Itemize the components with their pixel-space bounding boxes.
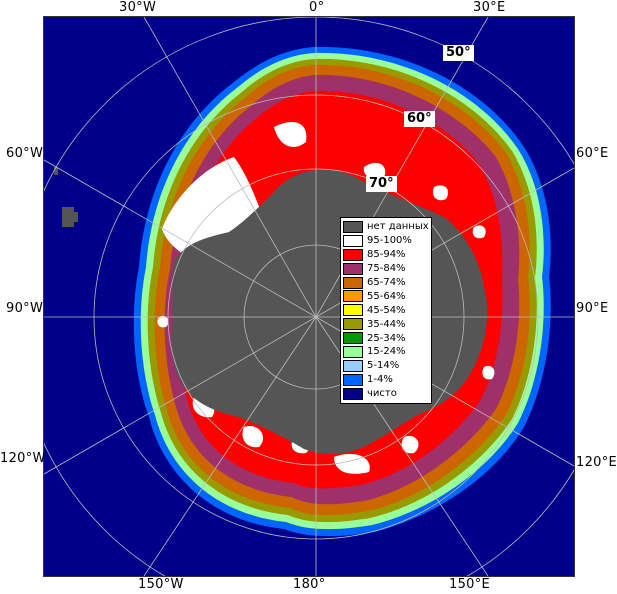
lat-label-70: 70° [366,176,397,192]
legend-swatch [343,304,363,317]
legend-label: 75-84% [367,263,406,275]
legend-item: нет данных [343,220,429,234]
legend-item: 35-44% [343,317,429,331]
lat-label-50: 50° [443,45,474,61]
lon-label-150w: 150°W [138,577,184,592]
lon-label-90e: 90°E [576,301,609,316]
legend-item: 95-100% [343,234,429,248]
legend: нет данных 95-100% 85-94% 75-84% 65-74% 55-64… [340,217,432,404]
no-data-specks [54,167,78,227]
legend-item: 5-14% [343,359,429,373]
legend-swatch [343,262,363,275]
legend-swatch [343,332,363,345]
legend-label: нет данных [367,221,429,233]
polar-stereographic-map [44,17,574,576]
legend-swatch [343,387,363,400]
legend-swatch [343,220,363,233]
legend-item: 15-24% [343,345,429,359]
legend-label: 15-24% [367,346,406,358]
lon-label-120w: 120°W [0,451,46,466]
legend-label: 95-100% [367,235,412,247]
legend-swatch [343,345,363,358]
lon-label-120e: 120°E [576,455,617,470]
lon-label-30w: 30°W [119,0,157,15]
legend-label: чисто [367,388,397,400]
legend-swatch [343,359,363,372]
lat-label-60: 60° [404,111,435,127]
lon-label-90w: 90°W [6,301,44,316]
legend-swatch [343,248,363,261]
legend-item: 45-54% [343,303,429,317]
lon-label-30e: 30°E [473,0,506,15]
legend-swatch [343,373,363,386]
legend-swatch [343,290,363,303]
legend-label: 1-4% [367,374,393,386]
legend-label: 25-34% [367,332,406,344]
legend-label: 65-74% [367,277,406,288]
lon-label-60w: 60°W [6,146,44,161]
lon-label-180: 180° [293,577,326,592]
legend-item: 65-74% [343,276,429,290]
legend-item: 1-4% [343,373,429,387]
legend-swatch [343,318,363,331]
legend-label: 35-44% [367,318,406,330]
legend-item: 75-84% [343,262,429,276]
legend-label: 55-64% [367,290,406,302]
legend-item: 55-64% [343,289,429,303]
legend-label: 45-54% [367,304,406,316]
legend-item: 25-34% [343,331,429,345]
lon-label-150e: 150°E [449,577,491,592]
lon-label-0: 0° [309,0,325,15]
legend-swatch [343,234,363,247]
legend-label: 5-14% [367,360,400,372]
legend-item: 85-94% [343,248,429,262]
legend-swatch [343,276,363,289]
sea-ice-concentration-map [43,16,575,577]
lon-label-60e: 60°E [576,146,609,161]
legend-label: 85-94% [367,249,406,261]
legend-item: чисто [343,387,429,401]
